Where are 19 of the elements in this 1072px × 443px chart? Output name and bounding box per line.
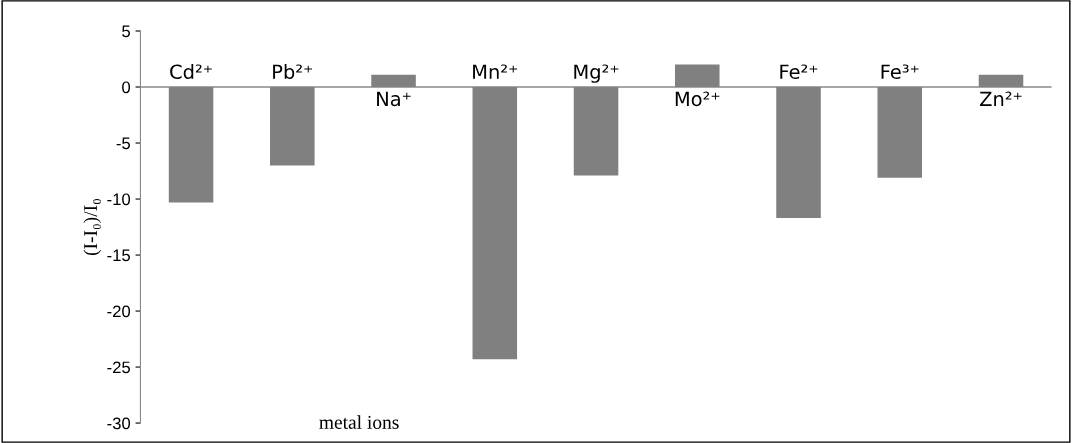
x-tick-label: Fe²⁺: [780, 64, 818, 80]
y-axis-title: (I-I₀)/I₀: [83, 199, 102, 256]
y-tick-label: -15: [107, 249, 131, 262]
x-tick-label: Mn²⁺: [473, 64, 518, 79]
y-tick-label: 5: [122, 25, 131, 38]
y-tick-label: -5: [116, 137, 131, 150]
y-tick-label: 0: [122, 81, 131, 94]
x-tick-label: Mo²⁺: [675, 91, 720, 107]
x-tick-label: Pb²⁺: [273, 64, 313, 80]
x-tick-label: Zn²⁺: [980, 91, 1022, 106]
y-tick-label: -20: [107, 305, 131, 318]
y-tick-label: -30: [107, 417, 131, 430]
y-tick-label: -25: [107, 361, 131, 374]
x-tick-label: Na⁺: [377, 91, 411, 107]
y-tick-label: -10: [107, 193, 131, 206]
x-tick-label: Cd²⁺: [170, 64, 212, 80]
x-axis-title: metal ions: [319, 415, 399, 429]
x-tick-label: Mg²⁺: [574, 64, 619, 83]
x-tick-label: Fe³⁺: [881, 64, 919, 80]
